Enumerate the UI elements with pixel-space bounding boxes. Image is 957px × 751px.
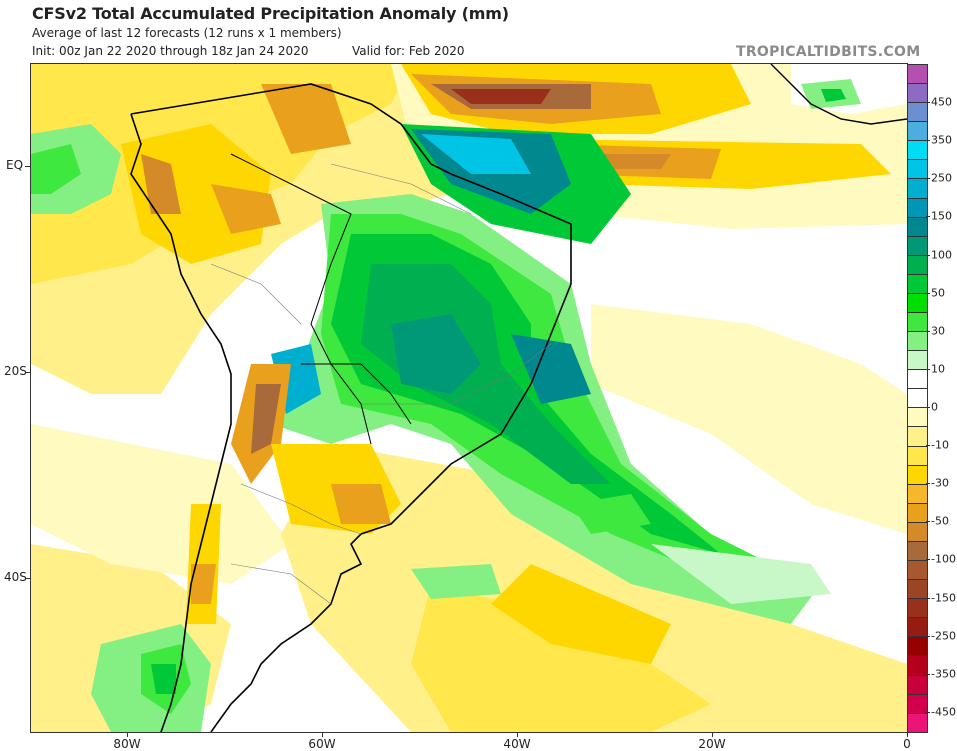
colorbar-segment	[908, 523, 927, 542]
colorbar-tick	[926, 445, 930, 446]
colorbar-segment	[908, 256, 927, 275]
colorbar-tick	[926, 255, 930, 256]
valid-period: Valid for: Feb 2020	[352, 44, 464, 58]
colorbar-segment	[908, 561, 927, 580]
colorbar-segment	[908, 504, 927, 523]
colorbar-tick	[926, 521, 930, 522]
brand-watermark: TROPICALTIDBITS.COM	[736, 44, 920, 60]
x-axis-label-60w: 60W	[308, 737, 335, 751]
colorbar-segment	[908, 427, 927, 446]
colorbar-segment	[908, 141, 927, 160]
colorbar-segment	[908, 237, 927, 256]
x-axis-label-0: 0	[903, 737, 911, 751]
colorbar-segment	[908, 332, 927, 351]
colorbar-tick-label: -100	[931, 553, 956, 566]
colorbar-tick-label: -450	[931, 705, 956, 718]
colorbar-tick-label: 250	[931, 172, 952, 185]
y-axis-label-40s: 40S	[4, 570, 27, 584]
colorbar-tick	[926, 674, 930, 675]
colorbar-segment	[908, 637, 927, 656]
colorbar-segment	[908, 656, 927, 675]
colorbar-tick-label: 350	[931, 134, 952, 147]
colorbar-tick-label: -10	[931, 439, 949, 452]
colorbar-segment	[908, 542, 927, 561]
colorbar-segment	[908, 65, 927, 84]
colorbar-tick	[926, 636, 930, 637]
colorbar-tick	[926, 407, 930, 408]
colorbar-tick	[926, 102, 930, 103]
colorbar-segment	[908, 179, 927, 198]
colorbar-segment	[908, 160, 927, 179]
y-axis-tick	[25, 578, 30, 579]
colorbar-segment	[908, 122, 927, 141]
x-axis-label-80w: 80W	[113, 737, 140, 751]
map-subtitle: Average of last 12 forecasts (12 runs x …	[32, 26, 342, 40]
colorbar-tick-label: -250	[931, 629, 956, 642]
init-period: Init: 00z Jan 22 2020 through 18z Jan 24…	[32, 44, 308, 58]
colorbar-tick-label: -350	[931, 667, 956, 680]
colorbar-tick	[926, 293, 930, 294]
map-title: CFSv2 Total Accumulated Precipitation An…	[32, 4, 509, 23]
colorbar-tick	[926, 331, 930, 332]
colorbar-tick-label: 100	[931, 248, 952, 261]
colorbar-tick	[926, 483, 930, 484]
y-axis-tick	[25, 166, 30, 167]
colorbar-segment	[908, 408, 927, 427]
colorbar-segment	[908, 218, 927, 237]
colorbar-tick-label: 50	[931, 286, 945, 299]
colorbar-segment	[908, 275, 927, 294]
colorbar-tick-label: 150	[931, 210, 952, 223]
y-axis-label-eq: EQ	[6, 158, 23, 172]
x-axis-label-40w: 40W	[503, 737, 530, 751]
colorbar-tick-label: -30	[931, 477, 949, 490]
precipitation-anomaly-map	[30, 63, 908, 733]
colorbar	[907, 64, 928, 733]
colorbar-segment	[908, 580, 927, 599]
colorbar-segment	[908, 485, 927, 504]
colorbar-segment	[908, 714, 927, 732]
colorbar-segment	[908, 84, 927, 103]
colorbar-segment	[908, 370, 927, 389]
colorbar-segment	[908, 676, 927, 695]
colorbar-segment	[908, 389, 927, 408]
colorbar-tick-label: 450	[931, 96, 952, 109]
colorbar-segment	[908, 695, 927, 714]
colorbar-tick-label: 10	[931, 362, 945, 375]
colorbar-tick	[926, 369, 930, 370]
colorbar-tick	[926, 140, 930, 141]
colorbar-segment	[908, 313, 927, 332]
colorbar-tick-label: -50	[931, 515, 949, 528]
colorbar-tick	[926, 216, 930, 217]
y-axis-label-20s: 20S	[4, 364, 27, 378]
colorbar-segment	[908, 294, 927, 313]
y-axis-tick	[25, 372, 30, 373]
colorbar-segment	[908, 103, 927, 122]
colorbar-segment	[908, 618, 927, 637]
colorbar-segment	[908, 466, 927, 485]
colorbar-tick	[926, 712, 930, 713]
colorbar-segment	[908, 447, 927, 466]
x-axis-label-20w: 20W	[698, 737, 725, 751]
colorbar-tick	[926, 598, 930, 599]
colorbar-segment	[908, 351, 927, 370]
colorbar-segment	[908, 199, 927, 218]
colorbar-tick-label: -150	[931, 591, 956, 604]
colorbar-tick	[926, 559, 930, 560]
colorbar-tick-label: 30	[931, 324, 945, 337]
colorbar-segment	[908, 599, 927, 618]
colorbar-tick-label: 0	[931, 401, 938, 414]
colorbar-tick	[926, 178, 930, 179]
